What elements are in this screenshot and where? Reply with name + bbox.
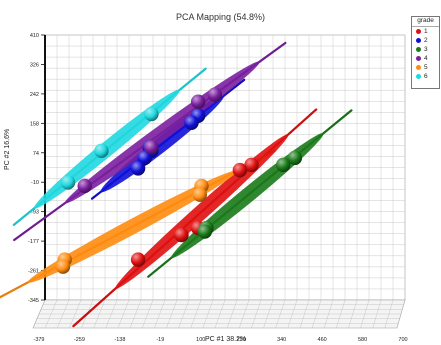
legend-swatch xyxy=(416,65,421,70)
y-tick-label: -93 xyxy=(31,210,39,216)
x-axis-label: PC #1 38.2% xyxy=(205,336,247,343)
data-point xyxy=(232,162,248,178)
legend: grade 1 2 3 4 5 6 xyxy=(411,16,440,89)
legend-item: 2 xyxy=(412,36,439,45)
legend-swatch xyxy=(416,47,421,52)
legend-swatch xyxy=(416,56,421,61)
x-tick-label: 700 xyxy=(398,337,407,343)
data-point xyxy=(244,157,259,173)
legend-item: 4 xyxy=(412,54,439,63)
data-point xyxy=(276,157,291,173)
y-tick-labels: 410 326 242 158 74 -10 -93 -177 -261 -345 xyxy=(28,33,45,304)
data-point xyxy=(130,161,146,176)
y-tick-label: -177 xyxy=(28,239,39,245)
legend-swatch xyxy=(416,29,421,34)
data-point xyxy=(207,87,223,102)
y-tick-label: 326 xyxy=(30,62,39,68)
legend-label: 2 xyxy=(424,37,428,44)
legend-label: 3 xyxy=(424,46,428,53)
data-point xyxy=(190,94,206,109)
series-points xyxy=(55,87,303,274)
y-tick-label: -10 xyxy=(31,180,39,186)
legend-label: 5 xyxy=(424,64,428,71)
legend-swatch xyxy=(416,38,421,43)
data-point xyxy=(137,150,152,166)
y-tick-label: 158 xyxy=(30,121,39,127)
x-tick-label: 340 xyxy=(277,337,286,343)
data-point xyxy=(184,115,199,130)
data-point xyxy=(55,259,71,274)
legend-swatch xyxy=(416,74,421,79)
y-tick-label: -261 xyxy=(28,269,39,275)
y-tick-label: 242 xyxy=(30,92,39,98)
legend-title: grade xyxy=(412,17,439,27)
x-tick-label: -379 xyxy=(33,337,44,343)
x-tick-label: 460 xyxy=(318,337,327,343)
x-tick-label: -259 xyxy=(74,337,85,343)
y-tick-label: 74 xyxy=(33,151,39,157)
data-point xyxy=(77,178,92,194)
y-tick-label: 410 xyxy=(30,33,39,39)
x-tick-labels: -379 -259 -138 -19 100 220 340 460 580 700 xyxy=(33,337,407,343)
data-point xyxy=(197,224,213,239)
legend-label: 4 xyxy=(424,55,428,62)
legend-item: 5 xyxy=(412,63,439,72)
x-tick-label: -19 xyxy=(156,337,164,343)
legend-item: 3 xyxy=(412,45,439,54)
x-tick-label: 580 xyxy=(358,337,367,343)
data-point xyxy=(287,150,303,166)
data-point xyxy=(130,252,146,267)
series-ellipse xyxy=(27,170,237,283)
data-point xyxy=(192,187,208,202)
legend-item: 1 xyxy=(412,27,439,36)
legend-item: 6 xyxy=(412,72,439,81)
x-tick-label: 220 xyxy=(237,337,246,343)
chart-title: PCA Mapping (54.8%) xyxy=(175,12,266,22)
data-point xyxy=(174,227,189,243)
data-point xyxy=(144,140,159,155)
y-axis-label: PC #2 16.6% xyxy=(4,128,11,170)
data-point xyxy=(94,143,109,159)
data-point xyxy=(60,175,76,190)
legend-label: 1 xyxy=(424,28,428,35)
data-point xyxy=(144,106,159,122)
y-tick-label: -345 xyxy=(28,298,39,304)
x-tick-label: -138 xyxy=(114,337,125,343)
x-tick-label: 100 xyxy=(196,337,205,343)
legend-label: 6 xyxy=(424,73,428,80)
